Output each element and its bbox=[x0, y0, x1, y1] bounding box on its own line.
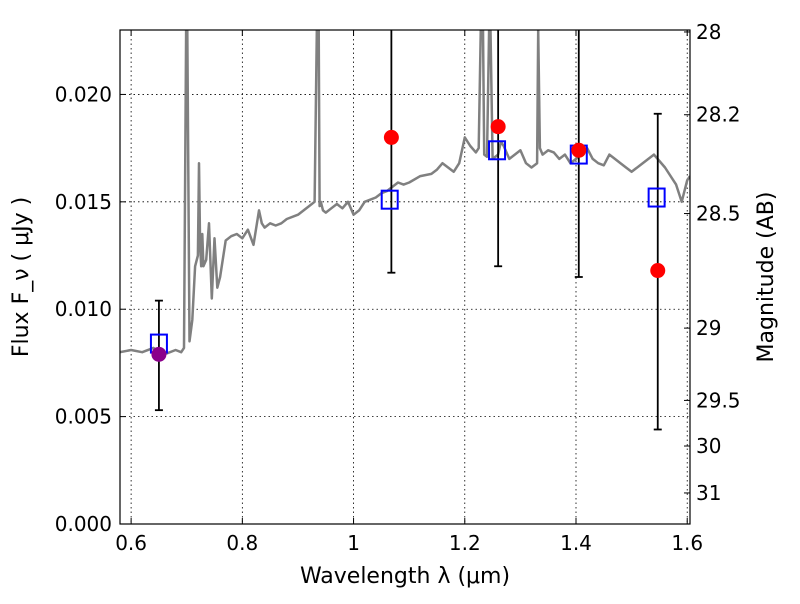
x-tick-label: 1.6 bbox=[671, 531, 703, 555]
right-tick-label: 31 bbox=[696, 481, 721, 505]
y-tick-label: 0.000 bbox=[55, 512, 112, 536]
tick-layer: 0.6 0.8 1 1.2 1.4 1.6 0.000 0.005 0.010 0.015 0.02… bbox=[55, 20, 741, 555]
grid bbox=[120, 30, 690, 525]
right-tick-label: 29 bbox=[696, 316, 721, 340]
spectrum-layer bbox=[120, 30, 690, 356]
right-axis-label: Magnitude (AB) bbox=[754, 192, 779, 363]
spectrum-line bbox=[120, 30, 690, 356]
y-tick-label: 0.010 bbox=[55, 297, 112, 321]
model-square-marker bbox=[647, 187, 666, 208]
y-tick-label: 0.015 bbox=[55, 190, 112, 214]
right-tick-label: 28 bbox=[696, 20, 721, 44]
y-tick-label: 0.020 bbox=[55, 82, 112, 106]
y-axis-label: Flux F_ν ( μJy ) bbox=[9, 197, 34, 357]
observed-point-marker bbox=[650, 263, 666, 279]
x-tick-label: 0.6 bbox=[115, 531, 147, 555]
y-tick-label: 0.005 bbox=[55, 405, 112, 429]
marker-layer bbox=[149, 119, 666, 362]
observed-point-marker bbox=[383, 129, 399, 145]
x-tick-label: 0.8 bbox=[226, 531, 258, 555]
x-tick-label: 1.2 bbox=[449, 531, 481, 555]
errorbar-layer bbox=[154, 30, 662, 431]
plot-frame bbox=[119, 29, 691, 525]
observed-point-marker bbox=[571, 142, 587, 158]
x-axis-label: Wavelength λ (μm) bbox=[300, 564, 510, 589]
x-tick-label: 1.4 bbox=[560, 531, 592, 555]
right-tick-label: 28.5 bbox=[696, 202, 741, 226]
right-tick-label: 29.5 bbox=[696, 388, 741, 412]
observed-point-marker bbox=[490, 119, 506, 135]
x-tick-label: 1 bbox=[347, 531, 360, 555]
observed-point-marker bbox=[151, 346, 167, 362]
right-tick-label: 30 bbox=[696, 434, 721, 458]
right-tick-label: 28.2 bbox=[696, 103, 741, 127]
model-square-marker bbox=[380, 189, 399, 210]
model-square-marker bbox=[488, 140, 507, 161]
